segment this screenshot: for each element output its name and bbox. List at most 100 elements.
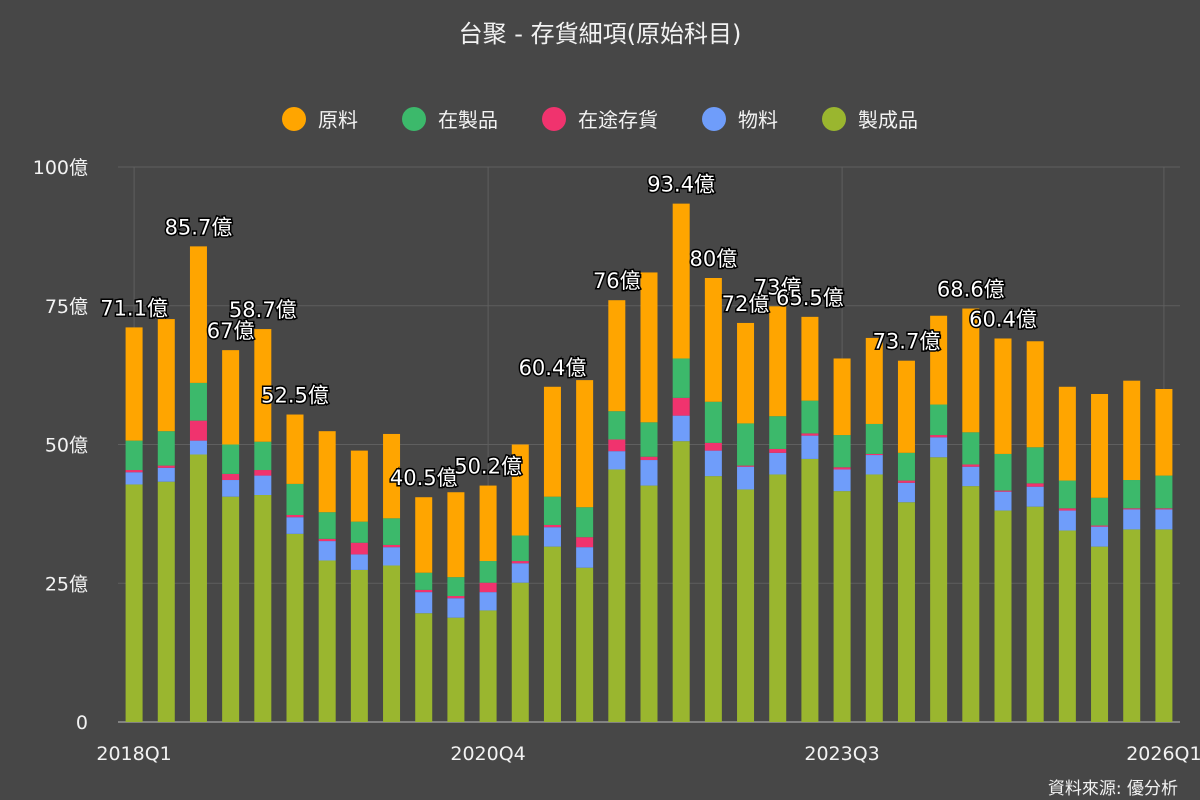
bar-segment [318,512,336,539]
bar-segment [1091,525,1109,527]
bar-segment [1026,506,1044,722]
bar-segment [383,547,401,566]
y-tick-label: 75億 [45,296,88,318]
bar-segment [318,538,336,542]
bar-segment [1123,529,1141,722]
bar-segment [125,472,143,485]
legend-item-in-transit[interactable]: 在途存貨 [542,104,658,133]
bar-segment [286,514,304,518]
bar-segment [447,492,465,578]
bar-segment [608,469,626,722]
legend-marker-work-in-process [402,106,426,131]
bar-segment [576,547,594,568]
data-label: 60.4億 [519,356,587,380]
bar-segment [1058,510,1076,531]
bar-segment [222,473,240,481]
y-tick-label: 100億 [33,157,88,179]
bar-segment [383,518,401,545]
bar-segment [1091,546,1109,722]
x-tick-label: 2023Q3 [804,743,879,765]
bar-segment [1026,341,1044,448]
bar-segment [672,397,690,416]
bar-segment [479,610,497,722]
bar-segment [1058,480,1076,509]
bar-segment [1026,447,1044,484]
bar-segment [1155,389,1173,476]
bar-segment [994,510,1012,722]
bar-segment [125,440,143,471]
legend-item-supplies[interactable]: 物料 [702,104,778,133]
data-label: 65.5億 [776,286,844,310]
data-label: 73.7億 [873,330,941,354]
bar-segment [897,360,915,453]
bar-segment [189,454,207,722]
bar-segment [994,491,1012,511]
data-label: 67億 [207,319,255,343]
bar-segment [576,567,594,722]
bar-segment [769,474,787,722]
legend-label-finished-goods: 製成品 [858,108,918,132]
bar-segment [157,465,175,468]
bar-segment [897,482,915,503]
bar-segment [833,435,851,468]
bar-segment [1155,509,1173,530]
bar-segment [801,458,819,722]
bar-segment [415,572,433,590]
y-tick-label: 50億 [45,435,88,457]
bar-segment [930,457,948,722]
bar-segment [383,565,401,722]
bar-segment [189,246,207,383]
bar-segment [286,483,304,515]
x-tick-label: 2026Q1 [1126,743,1200,765]
bar-segment [769,306,787,417]
bar-segment [640,485,658,722]
bar-segment [383,433,401,519]
data-label: 68.6億 [937,278,1005,302]
bar-segment [769,452,787,475]
bar-segment [383,544,401,548]
bar-segment [254,441,272,471]
bar-segment [737,322,755,424]
legend-item-work-in-process[interactable]: 在製品 [402,104,498,133]
bar-segment [672,358,690,398]
bar-segment [157,481,175,722]
bar-segment [930,315,948,405]
bar-segment [447,598,465,618]
bar-segment [189,420,207,441]
legend-item-raw-materials[interactable]: 原料 [282,104,358,133]
bar-segment [543,496,561,525]
bar-segment [801,316,819,401]
bar-segment [318,560,336,722]
data-label: 72億 [722,292,770,316]
data-label: 40.5億 [390,466,458,490]
bar-segment [801,433,819,436]
bar-segment [962,432,980,465]
bar-segment [511,561,529,564]
bar-segment [640,422,658,457]
bar-segment [640,272,658,423]
bar-segment [125,470,143,473]
bar-segment [1091,526,1109,547]
bar-segment [125,327,143,441]
bar-segment [350,542,368,555]
data-label: 60.4億 [969,307,1037,331]
bar-segment [254,495,272,722]
bar-segment [1155,529,1173,722]
legend-item-finished-goods[interactable]: 製成品 [822,104,918,133]
data-label: 80億 [689,247,737,271]
bar-segment [994,453,1012,491]
bar-segment [543,527,561,547]
bar-segment [447,617,465,722]
legend-label-in-transit: 在途存貨 [578,108,658,132]
bar-segment [350,569,368,722]
bar-segment [994,490,1012,492]
data-label: 52.5億 [261,384,329,408]
bar-segment [350,450,368,522]
bar-segment [189,382,207,421]
bar-segment [704,401,722,443]
bar-segment [222,444,240,474]
bar-segment [350,554,368,570]
bar-segment [897,502,915,722]
legend-label-work-in-process: 在製品 [438,108,498,132]
